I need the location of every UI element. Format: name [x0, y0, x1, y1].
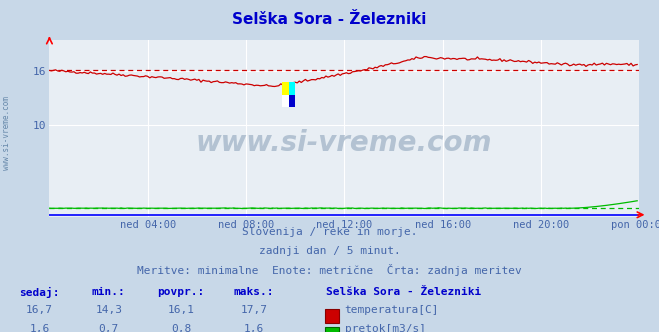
Text: Slovenija / reke in morje.: Slovenija / reke in morje. [242, 227, 417, 237]
Text: Selška Sora - Železniki: Selška Sora - Železniki [233, 12, 426, 27]
Text: povpr.:: povpr.: [158, 287, 205, 297]
Text: sedaj:: sedaj: [19, 287, 60, 298]
Text: 1,6: 1,6 [30, 324, 49, 332]
Text: 1,6: 1,6 [244, 324, 264, 332]
Text: 16,1: 16,1 [168, 305, 194, 315]
Bar [283, 82, 289, 95]
Text: pretok[m3/s]: pretok[m3/s] [345, 324, 426, 332]
Text: min.:: min.: [92, 287, 126, 297]
Text: 16,7: 16,7 [26, 305, 53, 315]
Text: 17,7: 17,7 [241, 305, 267, 315]
Text: 14,3: 14,3 [96, 305, 122, 315]
Text: zadnji dan / 5 minut.: zadnji dan / 5 minut. [258, 246, 401, 256]
Text: maks.:: maks.: [233, 287, 274, 297]
Text: Selška Sora - Železniki: Selška Sora - Železniki [326, 287, 482, 297]
Text: 0,8: 0,8 [171, 324, 191, 332]
Text: www.si-vreme.com: www.si-vreme.com [2, 96, 11, 170]
Bar [289, 82, 295, 95]
Bar [283, 95, 289, 107]
Text: 0,7: 0,7 [99, 324, 119, 332]
Text: temperatura[C]: temperatura[C] [345, 305, 439, 315]
Text: Meritve: minimalne  Enote: metrične  Črta: zadnja meritev: Meritve: minimalne Enote: metrične Črta:… [137, 264, 522, 276]
Bar [289, 95, 295, 107]
Text: www.si-vreme.com: www.si-vreme.com [196, 129, 492, 157]
